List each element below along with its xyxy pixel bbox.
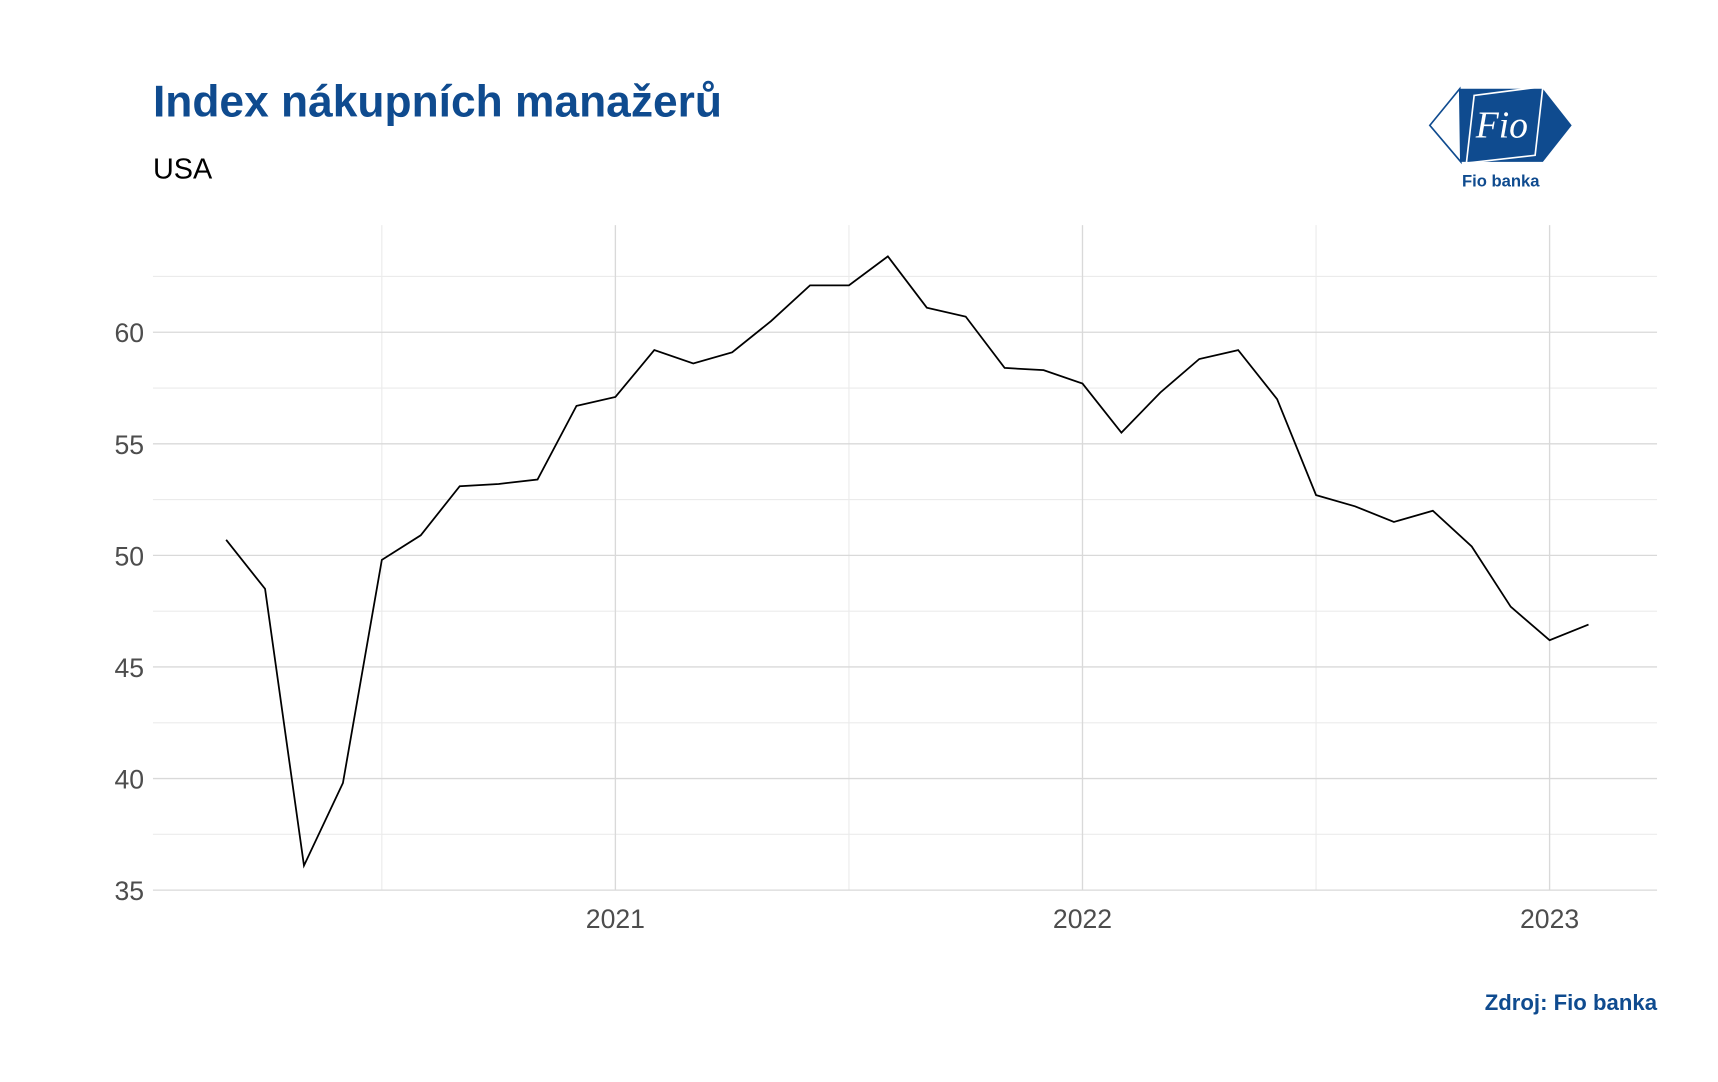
logo-mark: Fio bbox=[1475, 105, 1528, 147]
logo: Fio Fio banka bbox=[1428, 85, 1572, 190]
logo-shape bbox=[1465, 85, 1544, 164]
y-tick-label: 35 bbox=[114, 876, 144, 906]
source: Zdroj: Fio banka bbox=[1485, 990, 1658, 1015]
logo-name: Fio banka bbox=[1462, 171, 1540, 190]
x-tick-label: 2021 bbox=[586, 904, 645, 934]
chart-subtitle: USA bbox=[153, 154, 213, 186]
logo-shape bbox=[1459, 88, 1572, 162]
x-tick-label: 2023 bbox=[1520, 904, 1579, 934]
x-tick-label: 2022 bbox=[1053, 904, 1112, 934]
y-tick-label: 45 bbox=[114, 653, 144, 683]
chart-title: Index nákupních manažerů bbox=[153, 77, 722, 126]
y-tick-label: 55 bbox=[114, 430, 144, 460]
data-line bbox=[225, 255, 1589, 869]
y-tick-label: 60 bbox=[114, 318, 144, 348]
logo-shape bbox=[1428, 86, 1462, 165]
y-tick-label: 50 bbox=[114, 541, 144, 571]
y-tick-label: 40 bbox=[114, 765, 144, 795]
